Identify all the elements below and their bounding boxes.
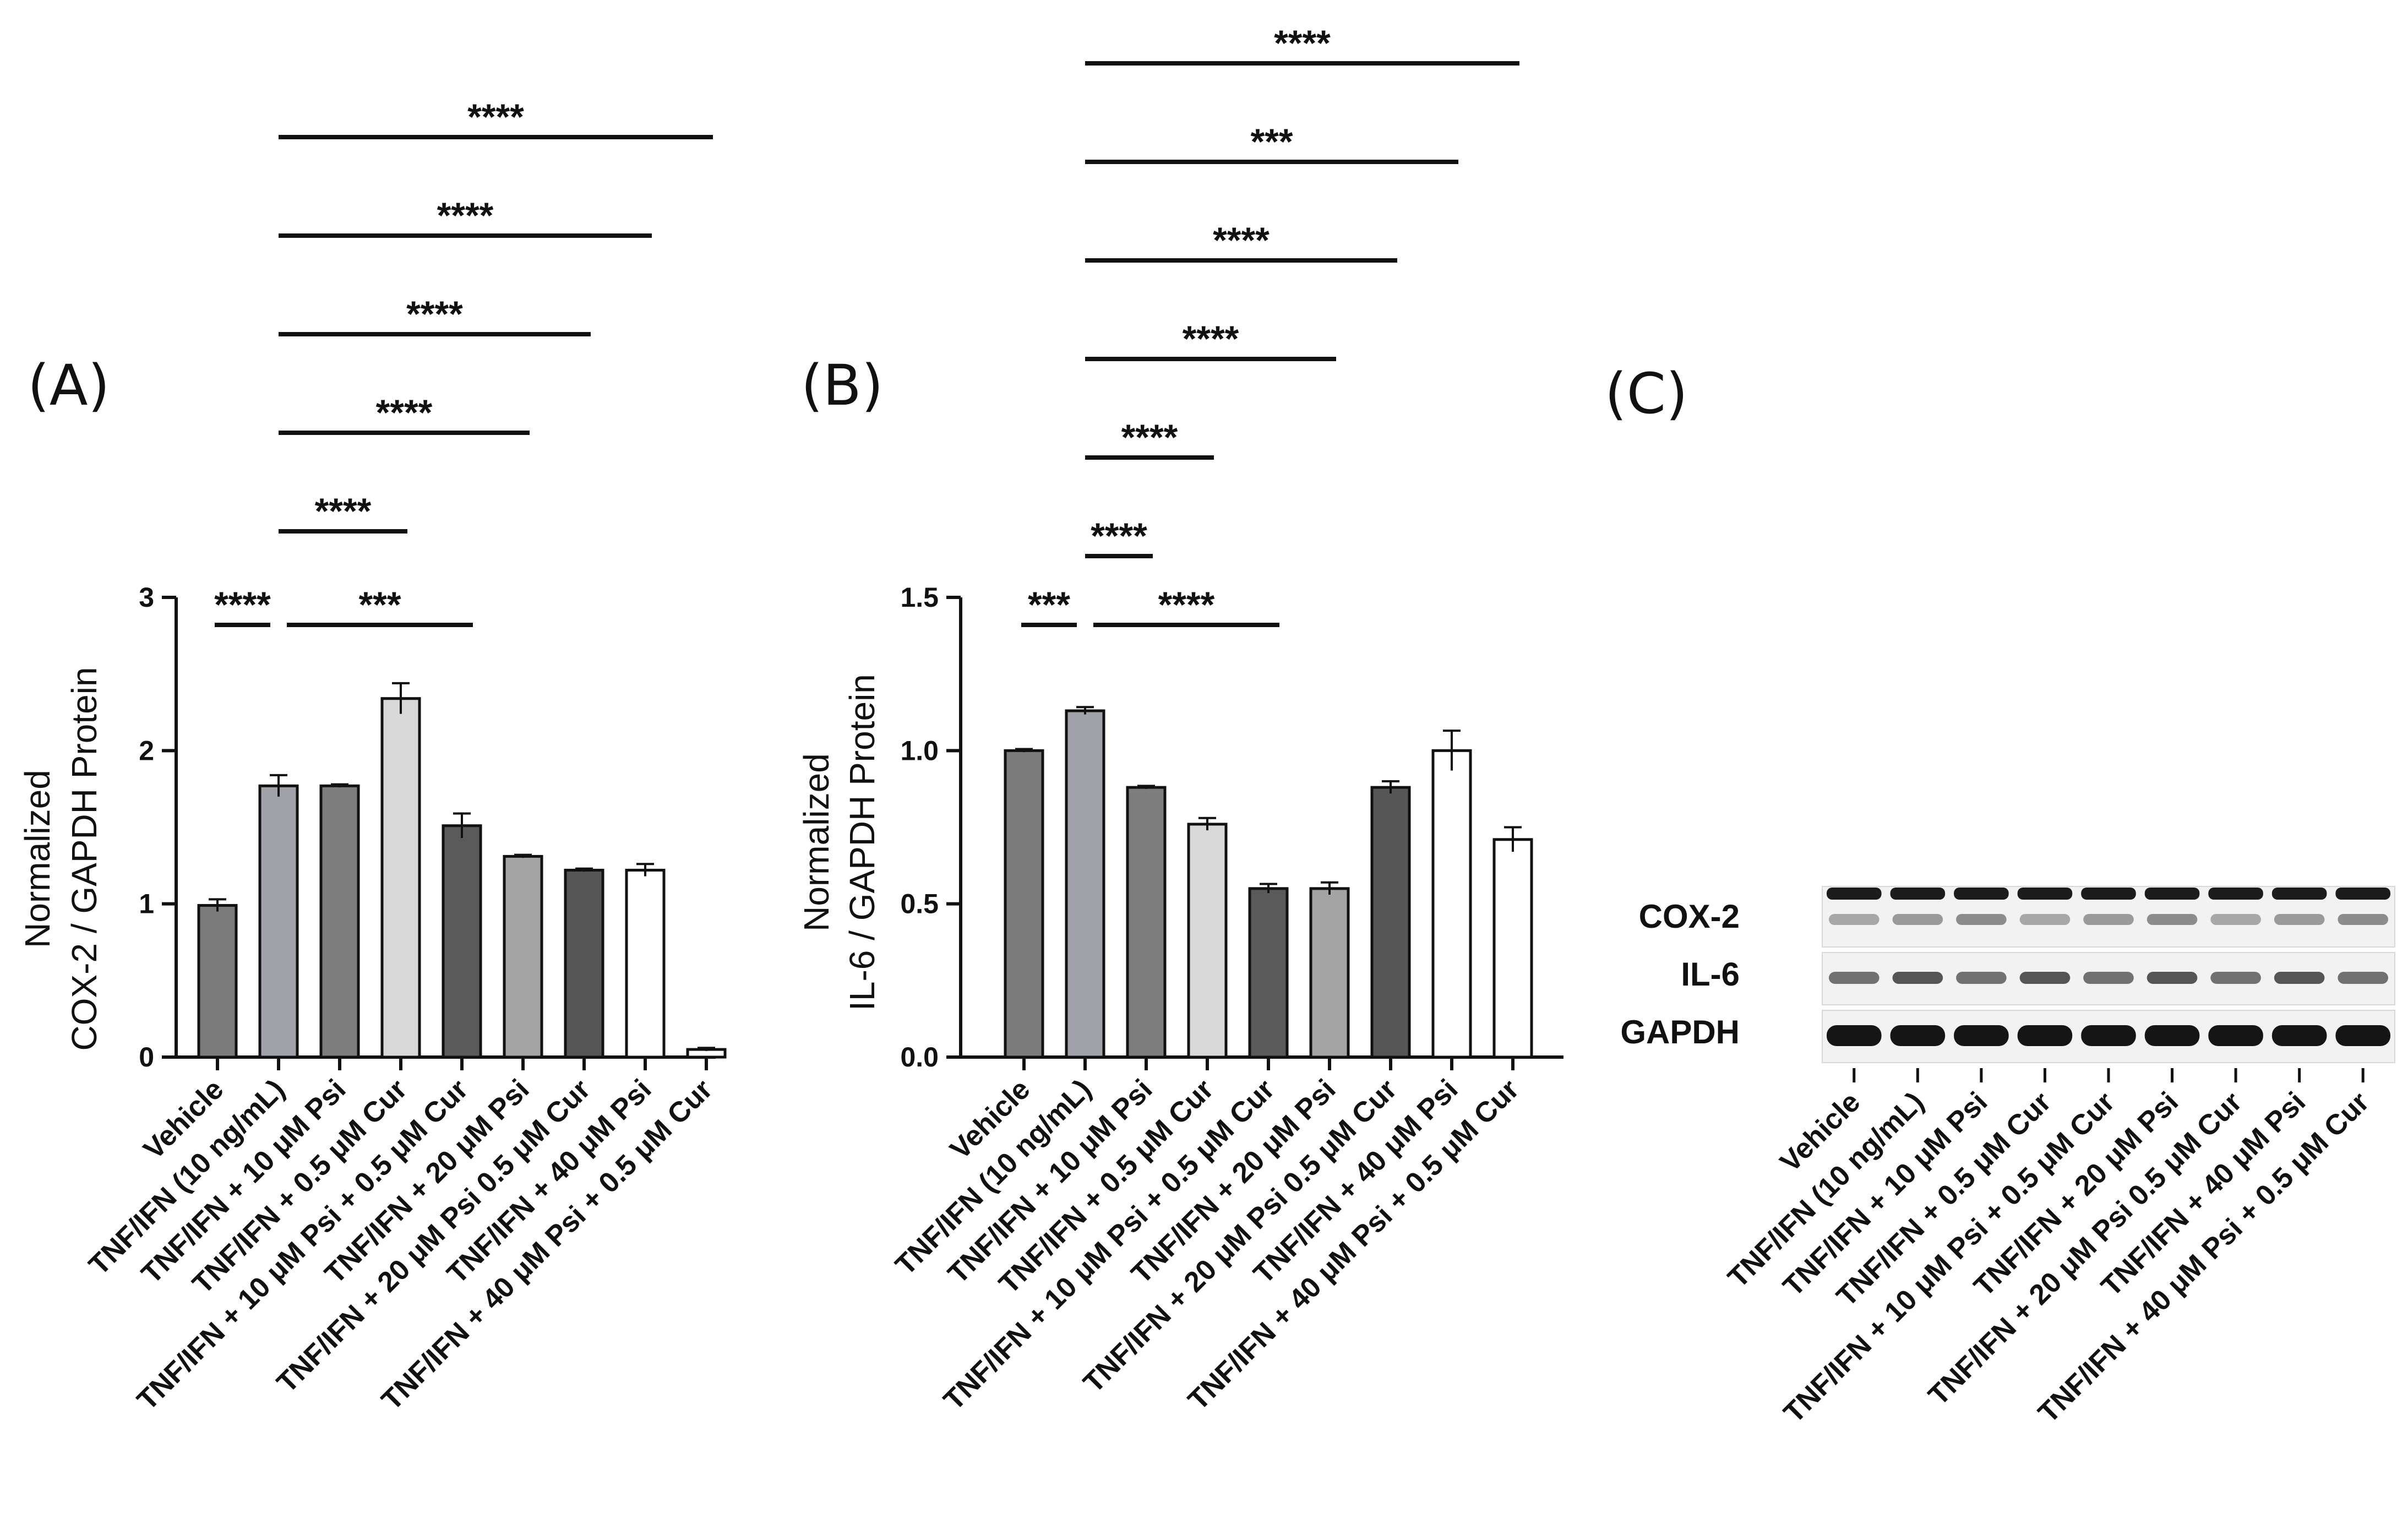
chart-a-bar xyxy=(319,784,360,1059)
chart-a-ytick-label: 3 xyxy=(139,582,154,613)
blot-band xyxy=(2335,888,2390,900)
blot-band xyxy=(2083,972,2134,984)
chart-b-bar xyxy=(1431,749,1472,1059)
chart-b-ylabel-line2: IL-6 / GAPDH Protein xyxy=(842,674,882,1011)
chart-b-significance-label: **** xyxy=(1158,584,1215,625)
blot-band xyxy=(1954,888,2009,900)
chart-b-bar xyxy=(1492,838,1533,1059)
chart-b-ylabel-line1: Normalized xyxy=(797,753,836,932)
blot-band xyxy=(2144,1025,2200,1046)
chart-b-ytick-label: 1.0 xyxy=(900,735,939,766)
blot-band xyxy=(2338,972,2388,984)
blot-band xyxy=(2335,1025,2390,1046)
chart-a-bar xyxy=(380,697,421,1059)
blot-band xyxy=(2210,914,2261,925)
chart-a-significance-label: *** xyxy=(358,584,401,625)
chart-a-ytick-label: 0 xyxy=(139,1042,154,1073)
blot-band xyxy=(2274,914,2325,925)
chart-b-ytick-label: 1.5 xyxy=(900,582,939,613)
blot-band xyxy=(1827,1025,1882,1046)
chart-b-bar xyxy=(1309,887,1350,1059)
chart-b-bar xyxy=(1065,709,1105,1059)
blot-band xyxy=(2147,972,2198,984)
chart-a-ylabel-line2: COX-2 / GAPDH Protein xyxy=(64,667,104,1051)
blot-band xyxy=(2271,1025,2327,1046)
blot-band xyxy=(2144,888,2200,900)
blot-label-il6: IL-6 xyxy=(1681,956,1740,993)
blot-band xyxy=(2274,972,2325,984)
blot-band xyxy=(2147,914,2198,925)
blot-band xyxy=(2017,888,2073,900)
chart-a-significance-label: **** xyxy=(214,584,271,625)
chart-a-bar xyxy=(197,903,238,1059)
blot-band xyxy=(1829,972,1879,984)
chart-a-bar xyxy=(258,784,299,1059)
blot-band xyxy=(1892,914,1943,925)
chart-a-bar xyxy=(625,868,666,1059)
blot-band xyxy=(2019,972,2071,984)
blot-band xyxy=(2208,888,2263,900)
blot-band xyxy=(2081,888,2136,900)
chart-a-bar xyxy=(503,854,543,1059)
chart-b-bar xyxy=(1370,786,1411,1059)
blot-band xyxy=(1956,972,2007,984)
blot-band xyxy=(2208,1025,2263,1046)
chart-a: Normalized COX-2 / GAPDH Protein 0123Veh… xyxy=(18,96,727,1417)
blot-band xyxy=(2271,888,2327,900)
blot-label-cox2: COX-2 xyxy=(1639,898,1740,935)
blot-band xyxy=(1954,1025,2009,1046)
chart-b-significance-label: **** xyxy=(1121,417,1178,458)
chart-a-significance-label: **** xyxy=(467,96,524,137)
chart-b-significance-label: **** xyxy=(1091,515,1147,556)
blot-band xyxy=(2081,1025,2136,1046)
blot-band xyxy=(1890,888,1946,900)
blot-band xyxy=(2338,914,2388,925)
chart-a-bar xyxy=(564,868,604,1059)
chart-b-bar xyxy=(1126,786,1167,1059)
chart-b-ytick-label: 0.0 xyxy=(900,1042,939,1073)
chart-a-ytick-label: 2 xyxy=(139,735,154,766)
blot-band xyxy=(1956,914,2007,925)
chart-a-significance-label: **** xyxy=(437,195,494,236)
blot-band xyxy=(2083,914,2134,925)
blot-band xyxy=(2019,914,2071,925)
chart-b-significance-label: **** xyxy=(1213,220,1270,260)
chart-b-bar xyxy=(1004,749,1044,1059)
panel-label-a: (A) xyxy=(28,353,110,418)
blot-band xyxy=(1892,972,1943,984)
chart-a-significance-label: **** xyxy=(315,491,372,531)
chart-a-significance-label: **** xyxy=(376,392,433,433)
chart-a-ylabel-line1: Normalized xyxy=(18,770,57,948)
chart-b-significance-label: **** xyxy=(1274,23,1331,63)
chart-b-significance-label: *** xyxy=(1028,584,1070,625)
blot-band xyxy=(1827,888,1882,900)
blot-band xyxy=(1890,1025,1946,1046)
chart-b-bar xyxy=(1187,823,1228,1059)
panel-label-b: (B) xyxy=(801,353,884,418)
chart-b-significance-label: *** xyxy=(1250,121,1293,162)
blot-label-gapdh: GAPDH xyxy=(1620,1014,1740,1051)
chart-b-ytick-label: 0.5 xyxy=(900,889,939,919)
chart-b: Normalized IL-6 / GAPDH Protein 0.0 0.5 1.… xyxy=(797,23,1563,1417)
blot-band xyxy=(2017,1025,2073,1046)
chart-b-bar xyxy=(1248,887,1289,1059)
blot-band xyxy=(2210,972,2261,984)
chart-b-significance-label: **** xyxy=(1183,318,1239,359)
chart-a-bar xyxy=(442,824,482,1059)
panel-label-c: (C) xyxy=(1605,361,1688,427)
chart-a-ytick-label: 1 xyxy=(139,889,154,919)
chart-a-significance-label: **** xyxy=(406,293,463,334)
blot-band xyxy=(1829,914,1879,925)
